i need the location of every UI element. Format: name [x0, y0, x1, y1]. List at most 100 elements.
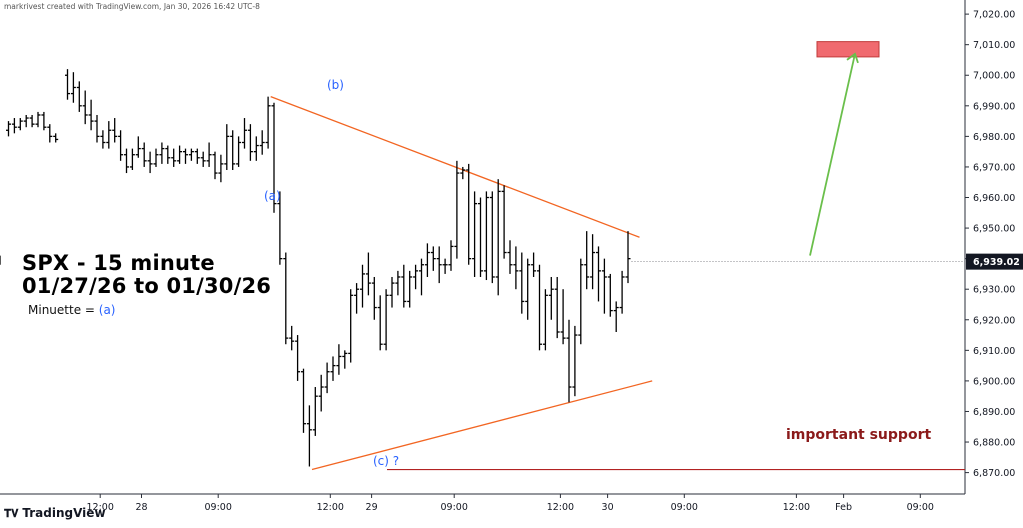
ohlc-bar — [306, 405, 312, 467]
minuette-legend: Minuette = (a) — [28, 303, 115, 317]
ohlc-bar — [129, 148, 135, 170]
ohlc-bar — [17, 118, 23, 131]
wave-label-b: (b) — [327, 78, 344, 92]
ohlc-bar — [548, 276, 554, 320]
ohlc-bar — [11, 118, 17, 134]
ohlc-bar — [607, 273, 613, 317]
wave-label-a: (a) — [264, 189, 281, 203]
ohlc-bar — [200, 151, 206, 167]
triangle-lower-line — [311, 380, 653, 471]
price-tick-label: 6,910.00 — [973, 346, 1015, 357]
ohlc-bar — [419, 258, 424, 296]
ohlc-bar — [88, 99, 94, 131]
tradingview-logo[interactable]: 𝐓𝐕 TradingView — [4, 506, 106, 521]
tradingview-logo-icon: 𝐓𝐕 — [4, 507, 19, 520]
ohlc-bar — [82, 90, 88, 125]
ohlc-bar — [312, 387, 318, 436]
ohlc-bar — [177, 145, 183, 164]
ohlc-bar — [578, 258, 584, 345]
ohlc-bars — [0, 69, 631, 467]
ohlc-bar — [224, 124, 230, 170]
ohlc-bar — [212, 151, 218, 180]
ohlc-bar — [206, 142, 212, 167]
support-label: important support — [786, 427, 932, 443]
price-tick-label: 7,020.00 — [973, 10, 1015, 21]
ohlc-bar — [183, 148, 188, 164]
time-tick-label: 09:00 — [441, 502, 468, 513]
price-tick-label: 6,890.00 — [973, 407, 1015, 418]
price-tick-label: 6,990.00 — [973, 101, 1015, 112]
ohlc-bar — [448, 240, 454, 271]
ohlc-bar — [53, 133, 59, 143]
ohlc-bar — [513, 246, 519, 290]
ohlc-bar — [218, 154, 224, 183]
ohlc-bar — [289, 325, 295, 351]
ohlc-bar — [159, 142, 165, 164]
ohlc-bar — [395, 270, 401, 296]
ohlc-bar — [70, 72, 76, 103]
price-axis[interactable]: 6,870.00 6,880.00 6,890.00 6,900.00 6,910.00… — [965, 10, 1023, 479]
time-tick-label: 12:00 — [783, 502, 810, 513]
ohlc-bar — [472, 191, 478, 277]
ohlc-bar — [194, 148, 200, 164]
ohlc-bar — [112, 118, 118, 143]
ohlc-bar — [76, 81, 82, 112]
ohlc-bar — [383, 289, 389, 351]
ohlc-bar — [165, 145, 171, 164]
target-zone — [816, 41, 880, 58]
price-tick-label: 6,870.00 — [973, 468, 1015, 479]
ohlc-bar — [560, 289, 566, 345]
price-tick-label: 6,950.00 — [973, 224, 1015, 235]
ohlc-bar — [489, 191, 495, 284]
wave-label-c: (c) ? — [373, 454, 400, 468]
time-tick-label: 30 — [602, 502, 614, 513]
price-tick-label: 7,010.00 — [973, 40, 1015, 51]
ohlc-bar — [188, 148, 194, 161]
time-tick-label: 29 — [366, 502, 378, 513]
ohlc-bar — [141, 142, 147, 167]
ohlc-bar — [147, 151, 153, 174]
ohlc-bar — [442, 258, 448, 274]
price-tick-label: 6,970.00 — [973, 162, 1015, 173]
ohlc-bar — [430, 246, 436, 271]
ohlc-bar — [118, 130, 124, 161]
ohlc-bar — [407, 270, 413, 308]
ohlc-bar — [153, 148, 159, 167]
chart-title-line1: SPX - 15 minute — [22, 251, 215, 275]
ohlc-bar — [259, 130, 265, 155]
ohlc-bar — [271, 102, 277, 213]
ohlc-bar — [94, 114, 100, 143]
price-tick-label: 6,960.00 — [973, 193, 1015, 204]
price-tick-label: 7,000.00 — [973, 71, 1015, 82]
minuette-text: Minuette = — [28, 303, 99, 317]
ohlc-bar — [389, 276, 395, 308]
price-tick-label: 6,900.00 — [973, 376, 1015, 387]
ohlc-bar — [106, 121, 112, 149]
time-tick-label: 12:00 — [87, 502, 114, 513]
ohlc-bar — [41, 111, 47, 131]
projection-arrow — [809, 53, 856, 256]
minuette-label: (a) — [98, 303, 116, 317]
ohlc-bar — [436, 246, 442, 284]
ohlc-bar — [460, 166, 466, 180]
ohlc-bar — [601, 258, 607, 314]
ohlc-bar — [466, 163, 472, 265]
ohlc-bar — [377, 295, 383, 351]
ohlc-bar — [35, 111, 41, 128]
ohlc-bar — [413, 264, 419, 290]
ohlc-bar — [230, 130, 236, 170]
ohlc-bar — [318, 374, 324, 412]
ohlc-bar — [531, 252, 537, 277]
ohlc-bar — [507, 240, 513, 274]
ohlc-bar — [619, 270, 625, 314]
ohlc-bar — [401, 264, 407, 308]
projection-arrow-head — [846, 52, 859, 64]
ohlc-bar — [23, 114, 29, 128]
time-axis[interactable]: 12:00 28 09:00 12:00 29 09:00 12:00 30 09:00 12:0… — [87, 494, 934, 513]
ohlc-bar — [171, 148, 177, 167]
price-tick-label: 6,920.00 — [973, 315, 1015, 326]
time-tick-label: 09:00 — [907, 502, 934, 513]
ohlc-bar — [295, 335, 301, 381]
chart-title-line2: 01/27/26 to 01/30/26 — [22, 274, 272, 298]
